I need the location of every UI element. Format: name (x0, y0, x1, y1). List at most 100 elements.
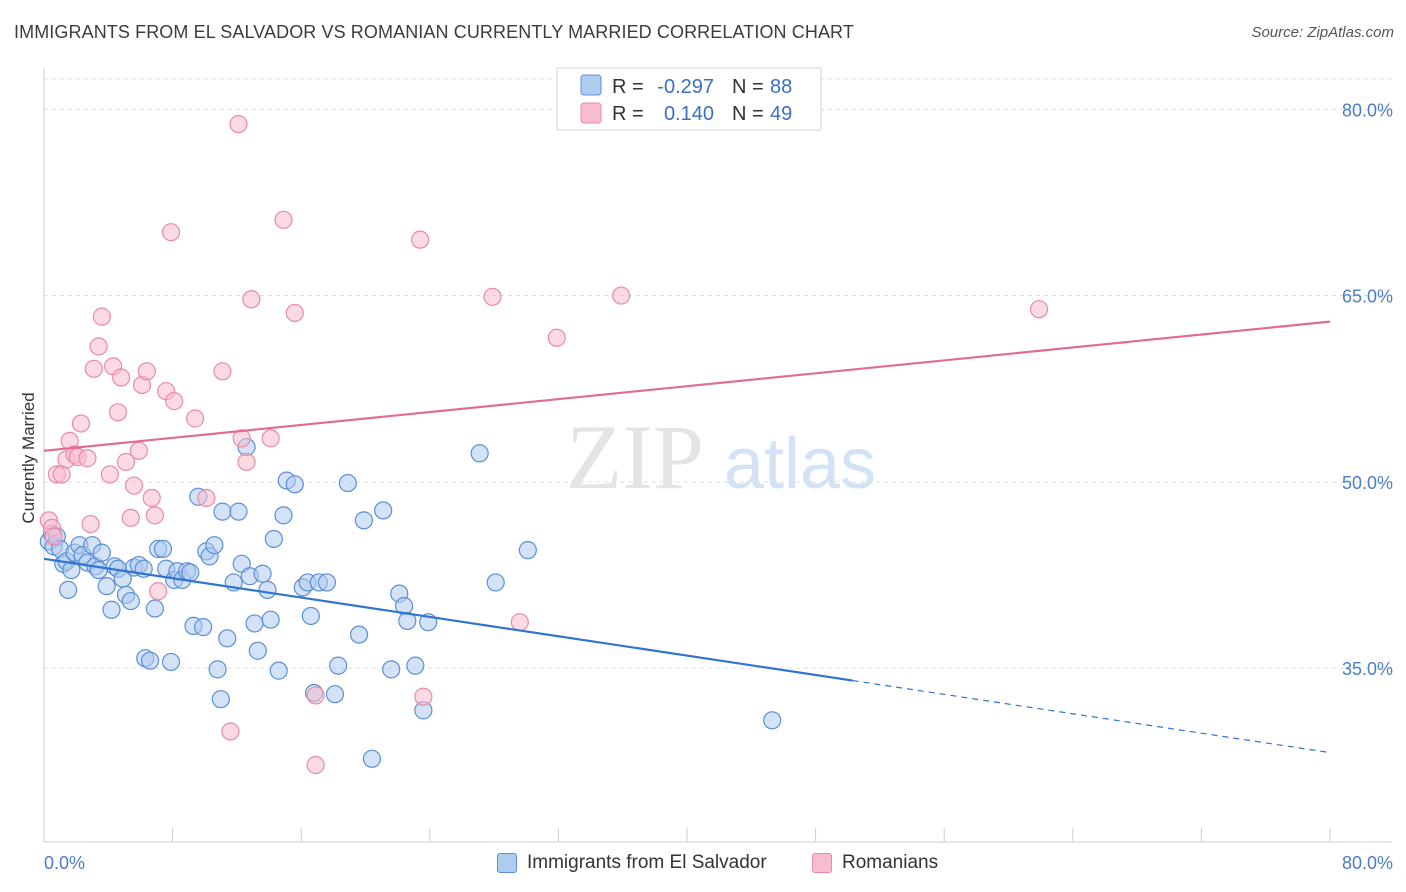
point-el-salvador (229, 502, 248, 521)
point-el-salvador (97, 577, 116, 596)
point-el-salvador (329, 656, 348, 675)
point-romanians (213, 362, 232, 381)
legend-swatch-el-salvador (580, 74, 602, 96)
point-el-salvador (301, 606, 320, 626)
legend-swatch-romanians (580, 102, 602, 124)
point-romanians (306, 686, 325, 705)
point-el-salvador (382, 660, 401, 679)
point-romanians (414, 687, 433, 706)
legend-n-value-1: 88 (770, 76, 792, 98)
point-el-salvador (140, 651, 160, 670)
point-romanians (142, 488, 161, 508)
legend-r-label-2: R = (612, 103, 644, 125)
point-el-salvador (181, 563, 200, 582)
point-el-salvador (205, 536, 224, 555)
legend-n-value-2: 49 (770, 103, 792, 125)
watermark-zip: ZIP (566, 406, 704, 508)
legend-r-value-2: 0.140 (664, 103, 714, 125)
x-tick-label-min: 0.0% (44, 853, 85, 873)
point-romanians (92, 307, 111, 326)
point-romanians (78, 449, 97, 468)
point-el-salvador (213, 502, 232, 521)
point-romanians (116, 452, 136, 472)
point-romanians (137, 362, 156, 381)
watermark: ZIP atlas (566, 406, 876, 508)
point-el-salvador (269, 661, 288, 680)
point-el-salvador (338, 473, 357, 493)
point-el-salvador (317, 573, 337, 592)
point-romanians (274, 210, 293, 229)
x-tick-labels: 0.0% 80.0% (44, 853, 1393, 873)
top-legend: R = -0.297 N = 88 R = 0.140 N = 49 (556, 67, 822, 131)
point-romanians (112, 368, 131, 387)
point-el-salvador (253, 564, 272, 583)
point-el-salvador (92, 543, 111, 562)
legend-n-label-1: N = (732, 76, 764, 98)
point-romanians (221, 722, 240, 741)
axes (43, 68, 1392, 843)
point-romanians (121, 508, 140, 527)
point-el-salvador (763, 711, 782, 730)
point-romanians (483, 287, 502, 306)
point-romanians (89, 337, 108, 356)
x-tick-label-max: 80.0% (1342, 853, 1393, 873)
legend-r-label-1: R = (612, 76, 644, 98)
point-romanians (510, 613, 529, 632)
point-romanians (547, 328, 566, 347)
point-romanians (197, 488, 216, 508)
point-el-salvador (102, 600, 121, 619)
point-el-salvador (194, 618, 213, 637)
point-el-salvador (349, 625, 369, 644)
series-el-salvador-points (39, 437, 782, 768)
point-el-salvador (145, 599, 165, 618)
point-el-salvador (248, 641, 267, 660)
point-romanians (165, 392, 184, 411)
series-romanians-points (39, 115, 1049, 775)
point-romanians (100, 465, 120, 484)
point-el-salvador (218, 629, 237, 648)
chart-title: IMMIGRANTS FROM EL SALVADOR VS ROMANIAN … (14, 22, 854, 42)
trend-line-el-salvador (43, 557, 853, 682)
point-romanians (285, 303, 304, 323)
point-romanians (84, 359, 103, 378)
point-romanians (108, 403, 128, 422)
bottom-legend-item-el-salvador: Immigrants from El Salvador (497, 852, 767, 874)
y-tick-label: 50.0% (1342, 473, 1393, 493)
point-el-salvador (211, 690, 230, 709)
point-el-salvador (89, 560, 108, 580)
bottom-legend-label-romanians: Romanians (842, 852, 939, 873)
point-romanians (129, 441, 148, 460)
y-tick-label: 35.0% (1342, 659, 1393, 679)
point-el-salvador (406, 656, 425, 675)
trend-line-romanians (43, 320, 1331, 452)
trend-line-el-salvador-extrapolated (852, 679, 1331, 754)
point-romanians (145, 506, 165, 525)
bottom-legend: Immigrants from El Salvador Romanians (0, 852, 1406, 878)
point-el-salvador (274, 506, 293, 525)
point-el-salvador (486, 573, 505, 592)
point-el-salvador (245, 614, 264, 633)
point-el-salvador (354, 511, 373, 530)
legend-r-value-1: -0.297 (657, 76, 714, 98)
bottom-legend-item-romanians: Romanians (812, 852, 938, 874)
y-tick-label: 65.0% (1342, 287, 1393, 307)
bottom-legend-label-el-salvador: Immigrants from El Salvador (527, 852, 767, 873)
point-el-salvador (153, 539, 173, 559)
y-tick-label: 80.0% (1342, 100, 1393, 120)
legend-n-label-2: N = (732, 103, 764, 125)
watermark-atlas: atlas (724, 424, 876, 504)
point-romanians (1029, 300, 1049, 319)
point-romanians (149, 582, 168, 601)
point-romanians (161, 223, 181, 242)
y-axis-title: Currently Married (19, 392, 38, 523)
point-romanians (44, 527, 63, 546)
point-romanians (237, 452, 256, 472)
point-el-salvador (374, 501, 393, 520)
point-el-salvador (208, 660, 227, 679)
point-el-salvador (470, 444, 489, 463)
chart-source: Source: ZipAtlas.com (1251, 24, 1394, 41)
point-el-salvador (325, 685, 345, 704)
point-romanians (242, 290, 261, 309)
point-romanians (306, 755, 325, 775)
